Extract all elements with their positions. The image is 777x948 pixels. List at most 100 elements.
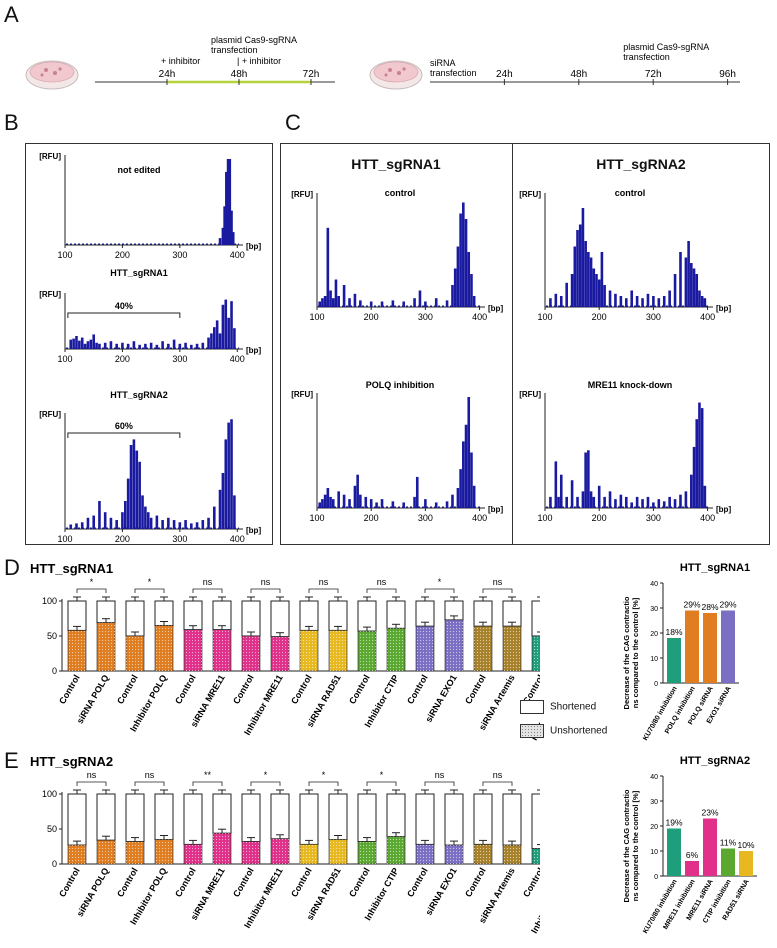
x-tick-label: 200 — [115, 250, 130, 260]
histogram-bar — [318, 502, 322, 508]
category-label: siRNA EXO1 — [423, 866, 458, 917]
y-tick-label: 20 — [650, 631, 658, 638]
histogram-bar — [98, 501, 101, 529]
unshortened-bar-texture — [68, 630, 86, 671]
histogram-bar — [684, 257, 688, 307]
x-tick-label: 300 — [172, 354, 187, 364]
histogram-bar — [565, 282, 568, 307]
histogram-bar — [690, 474, 693, 508]
histogram-bar — [635, 296, 639, 307]
histogram-bar — [207, 517, 210, 529]
shortened-bar — [386, 793, 406, 838]
histogram-bar — [698, 290, 701, 307]
histogram-bar — [673, 499, 677, 508]
x-axis-label: [bp] — [246, 526, 261, 535]
y-axis-label: [RFU] — [291, 390, 313, 399]
histogram-bar — [700, 296, 704, 307]
histogram-bar — [132, 341, 136, 349]
x-tick-label: 200 — [592, 513, 607, 523]
summary-value-label: 29% — [719, 600, 736, 610]
significance-bracket — [134, 781, 165, 786]
histogram-bar — [331, 499, 335, 508]
unshortened-bar-texture — [329, 839, 347, 864]
histogram-bar — [380, 301, 384, 307]
histogram-bar — [679, 494, 682, 508]
histogram-bar — [190, 523, 193, 529]
significance-bracket — [192, 781, 223, 786]
histogram-bar — [662, 296, 666, 307]
histogram-bar — [129, 445, 133, 529]
histogram-bar — [80, 337, 84, 349]
y-tick-label: 0 — [654, 681, 658, 688]
x-tick-label: 100 — [537, 513, 552, 523]
histogram-bar — [608, 491, 612, 508]
x-tick-label: 400 — [472, 312, 487, 322]
timeline-tick-label: 24h — [159, 69, 176, 80]
histogram-bar — [703, 298, 707, 307]
histogram-title: control — [615, 188, 646, 198]
panel-c-plots: [RFU] [bp] 100 200 300 400 control [RFU] [bp] 100… — [291, 188, 731, 523]
histogram-bar — [123, 501, 127, 529]
shortened-bar — [299, 793, 319, 845]
histogram-bar — [459, 213, 462, 307]
summary-value-label: 10% — [737, 840, 754, 850]
histogram-bar — [690, 263, 693, 307]
timeline-panel: 24h 48h 72h + inhibitor plasmid Cas9-sgRNA tr… — [25, 35, 740, 90]
x-tick-label: 100 — [537, 312, 552, 322]
summary-value-label: 28% — [701, 602, 718, 612]
histogram-bar — [226, 159, 230, 245]
histogram-bar — [614, 293, 617, 307]
histogram-bar — [348, 298, 351, 307]
histogram-bar — [603, 285, 606, 307]
histogram-bar — [587, 450, 590, 508]
y-tick-label: 0 — [654, 874, 658, 881]
x-tick-label: 300 — [172, 250, 187, 260]
histogram-bar — [89, 339, 93, 349]
histogram-bar — [121, 342, 124, 349]
x-tick-label: 100 — [309, 513, 324, 523]
histogram-bar — [155, 344, 159, 349]
histogram-title: control — [385, 188, 416, 198]
histogram-bar — [573, 246, 577, 307]
significance-bracket — [366, 781, 397, 786]
percent-bracket — [67, 312, 181, 318]
unshortened-bar-texture — [387, 836, 405, 864]
histogram-bar — [126, 478, 130, 529]
histogram-bar — [589, 491, 593, 508]
panel-c-header-2: HTT_sgRNA2 — [596, 156, 686, 172]
unshortened-bar-texture — [387, 628, 405, 671]
histogram-bar — [69, 339, 73, 349]
panel-letter-b: B — [4, 110, 19, 135]
histogram-bar — [391, 501, 395, 508]
category-label: Control — [173, 673, 198, 706]
histogram-bar — [657, 499, 661, 508]
histogram-bar — [207, 337, 210, 349]
shortened-bar — [531, 600, 540, 637]
histogram-bar — [630, 502, 634, 508]
histogram-bar — [624, 298, 628, 307]
histogram-bar — [453, 268, 457, 307]
histogram-bar — [172, 520, 176, 529]
category-label: Control — [463, 673, 488, 706]
histogram-bar — [109, 517, 113, 529]
histogram-bar — [356, 474, 359, 508]
unshortened-bar-texture — [155, 839, 173, 864]
histogram-bar — [614, 499, 617, 508]
chart-title: HTT_sgRNA2 — [30, 754, 113, 769]
histogram-bar — [369, 301, 373, 307]
unshortened-bar-texture — [358, 841, 376, 864]
y-tick-label: 10 — [650, 656, 658, 663]
significance-bracket — [424, 781, 455, 786]
timeline-tick-label: 48h — [231, 69, 248, 80]
y-axis-label: [RFU] — [39, 152, 61, 161]
histogram-bar — [581, 208, 585, 307]
histogram-bar — [434, 298, 438, 307]
timeline-tick-label: 96h — [719, 69, 736, 80]
panel-d-summary-chart: HTT_sgRNA1 0 10 20 30 40 Decrease of the CAG c… — [622, 562, 750, 742]
histogram-bar — [167, 343, 170, 349]
unshortened-bar-texture — [416, 844, 434, 864]
summary-value-label: 29% — [683, 600, 700, 610]
percent-bracket — [67, 432, 181, 438]
histogram-bar — [597, 279, 601, 307]
